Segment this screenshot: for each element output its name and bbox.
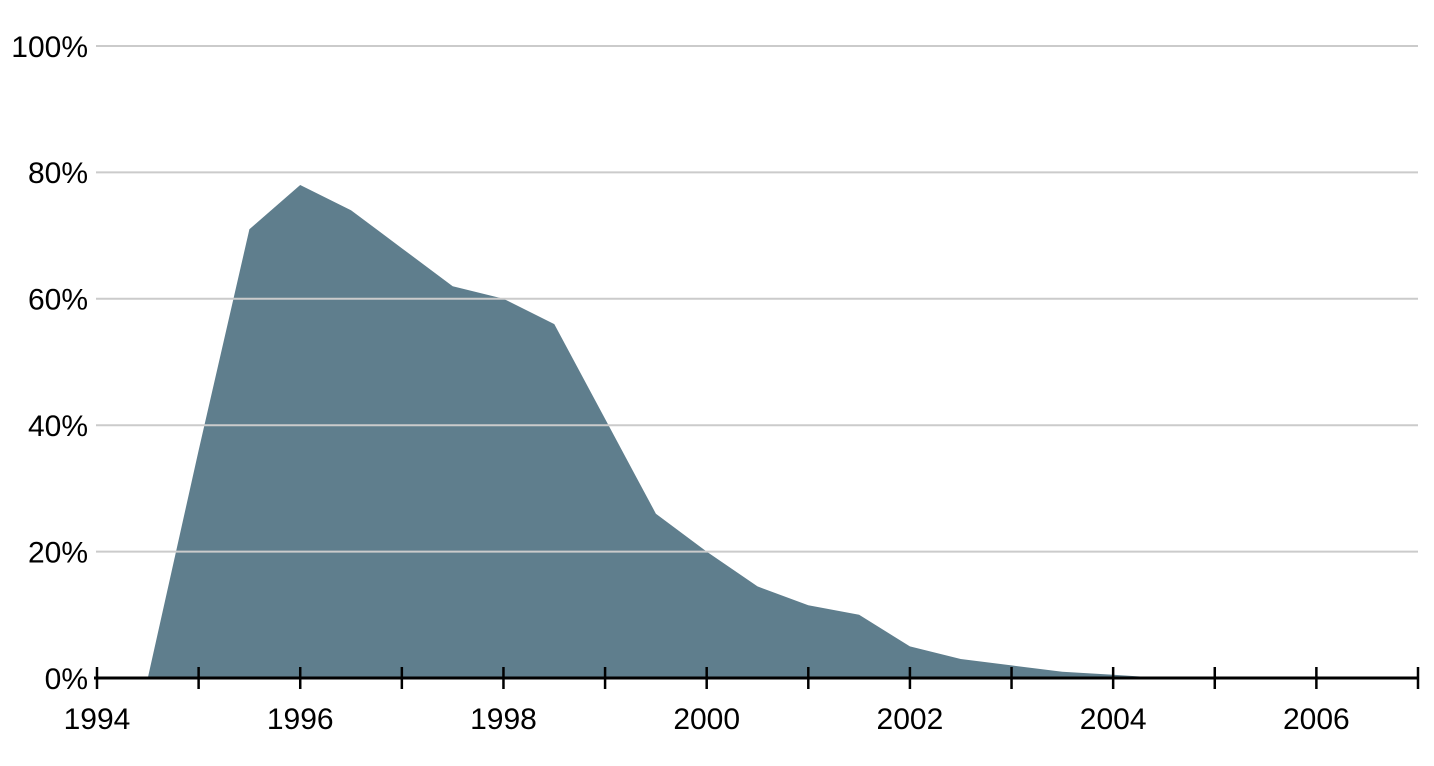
area-shape: [147, 185, 1165, 678]
y-axis-label: 100%: [11, 31, 88, 64]
x-axis-label: 1996: [267, 703, 334, 736]
x-axis-labels-group: 1994 1996 1998 2000 2002 2004 2006: [64, 703, 1350, 736]
area-series-group: [147, 185, 1165, 678]
gridlines-group: [96, 45, 1418, 553]
x-axis-group: [94, 667, 1420, 689]
x-axis-label: 2004: [1080, 703, 1147, 736]
x-axis-label: 2000: [673, 703, 740, 736]
x-axis-label: 1998: [470, 703, 537, 736]
x-axis-label: 2006: [1283, 703, 1350, 736]
y-axis-label: 20%: [28, 536, 88, 569]
y-axis-label: 80%: [28, 157, 88, 190]
y-axis-label: 40%: [28, 410, 88, 443]
y-axis-labels-group: 0% 20% 40% 60% 80% 100%: [11, 31, 88, 696]
x-axis-label: 1994: [64, 703, 131, 736]
y-axis-label: 0%: [45, 663, 88, 696]
x-axis-label: 2002: [877, 703, 944, 736]
y-axis-label: 60%: [28, 284, 88, 317]
